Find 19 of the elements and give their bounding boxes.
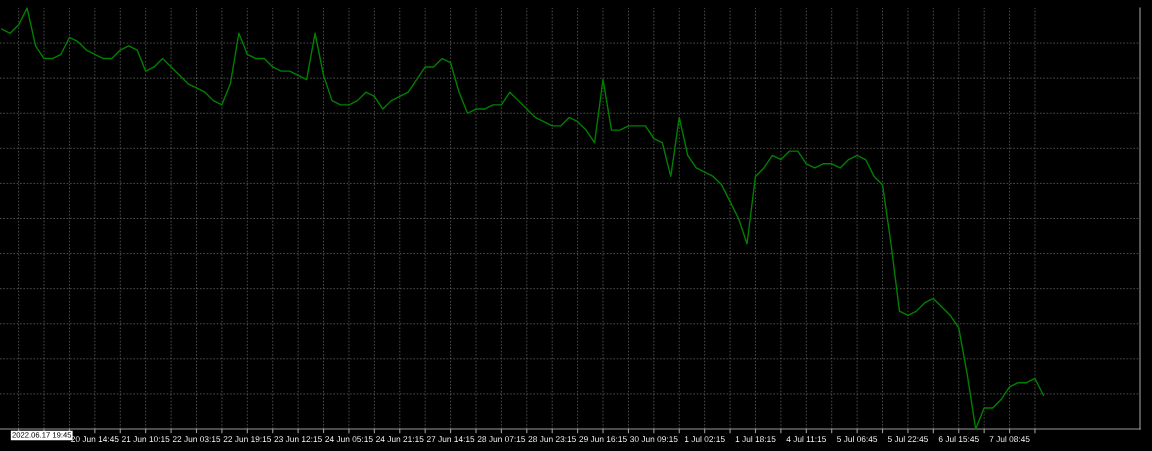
x-tick-label: 28 Jun 07:15 <box>477 436 526 443</box>
x-tick-label: 21 Jun 10:15 <box>122 436 170 443</box>
x-tick-label: 1 Jul 18:15 <box>735 435 776 443</box>
x-tick-label: 29 Jun 16:15 <box>579 436 627 443</box>
x-tick-label: 1 Jul 02:15 <box>684 435 725 443</box>
x-tick-label: 22 Jun 19:15 <box>223 436 272 443</box>
x-tick-label: 24 Jun 05:15 <box>325 436 373 443</box>
x-tick-label: 4 Jul 11:15 <box>786 435 827 443</box>
x-tick-label: 22 Jun 03:15 <box>172 436 221 443</box>
x-tick-label: 7 Jul 08:45 <box>989 435 1030 443</box>
x-tick-label: 6 Jul 15:45 <box>938 435 979 443</box>
x-tick-label: 27 Jun 14:15 <box>426 436 475 443</box>
x-tick-label: 5 Jul 06:45 <box>837 435 878 443</box>
x-tick-label: 24 Jun 21:15 <box>376 436 424 443</box>
x-tick-label: 20 Jun 14:45 <box>71 436 119 443</box>
x-tick-label: 28 Jun 23:15 <box>528 436 576 443</box>
x-tick-label: 5 Jul 22:45 <box>887 435 928 443</box>
x-tick-label: 30 Jun 09:15 <box>630 436 678 443</box>
x-tick-label: 23 Jun 12:15 <box>274 436 322 443</box>
